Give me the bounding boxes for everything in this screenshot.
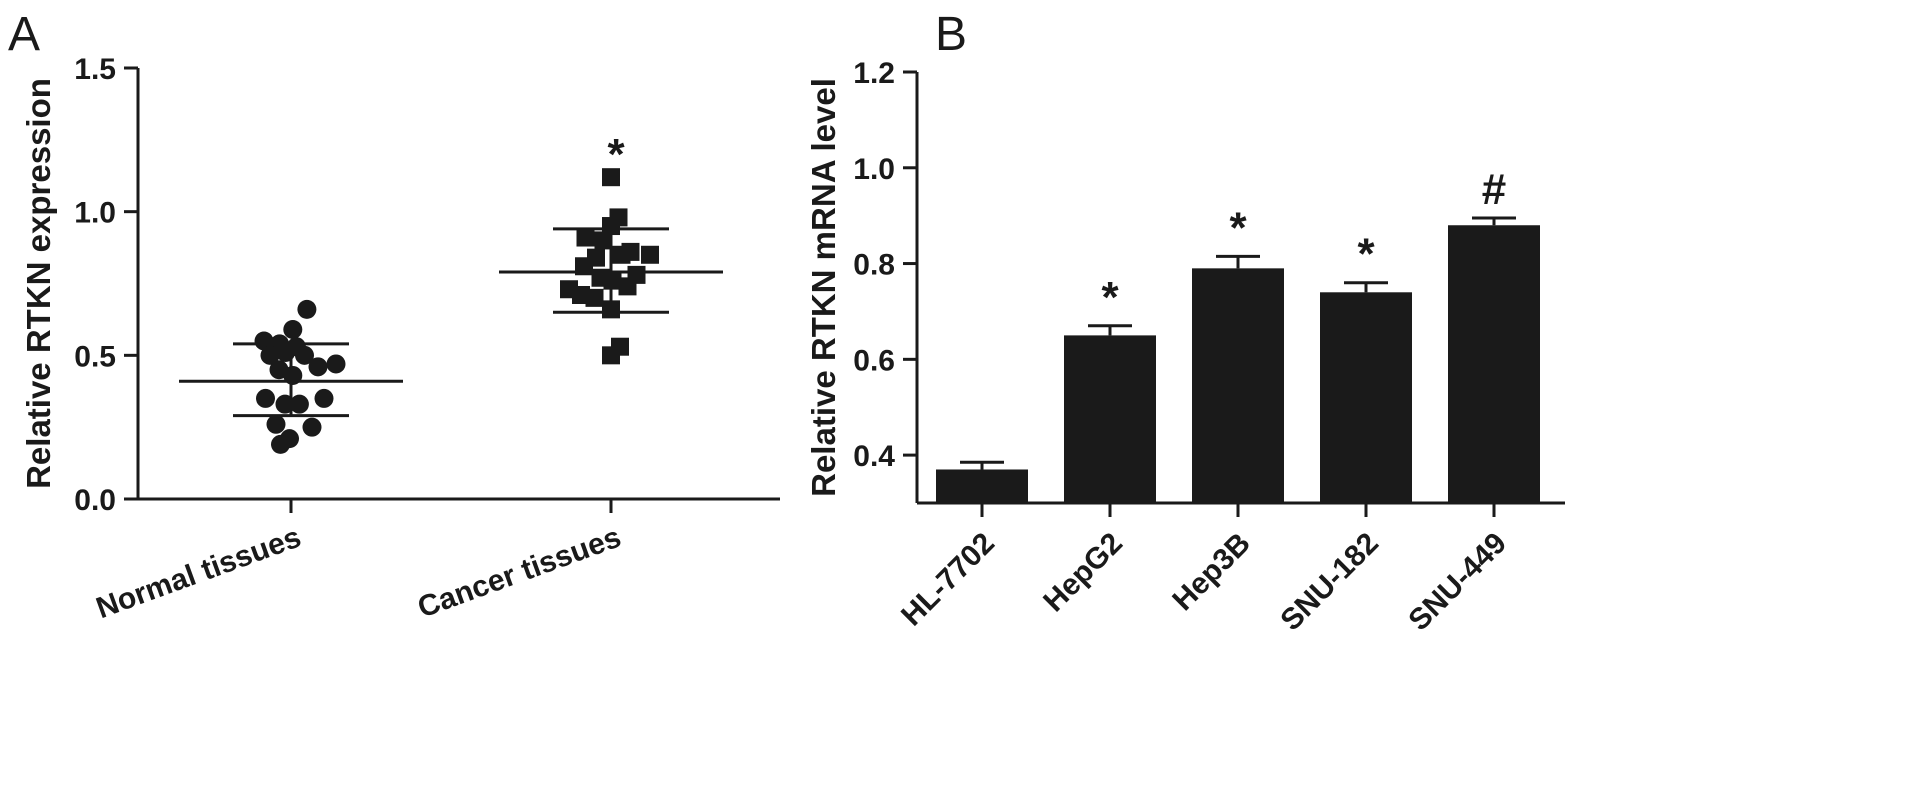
x-tick-label: Hep3B: [1166, 527, 1257, 618]
data-point: [314, 388, 334, 408]
y-tick-label: 0.4: [853, 440, 895, 473]
data-point: [254, 331, 274, 351]
y-axis-title: Relative RTKN mRNA level: [805, 78, 842, 497]
y-tick-label: 1.0: [853, 153, 895, 186]
data-point: [256, 388, 275, 408]
data-point: [602, 300, 620, 319]
data-point: [283, 365, 303, 385]
data-point: [276, 342, 296, 362]
data-point: [618, 277, 637, 296]
panel-a-scatter: 0.0 0.5 1.0 1.5 Normal tissues Cancer tissues…: [20, 53, 780, 625]
y-tick-label: 0.8: [853, 249, 895, 282]
data-point: [297, 299, 317, 319]
bar: [1192, 268, 1284, 503]
bar: [1320, 292, 1412, 503]
data-point: [295, 345, 314, 365]
x-tick-label: SNU-449: [1402, 527, 1513, 638]
bar: [1064, 335, 1156, 503]
significance-marker: *: [1357, 230, 1375, 279]
x-tick-label: HL-7702: [895, 527, 1001, 633]
x-tick-label: Cancer tissues: [414, 521, 626, 625]
data-point: [326, 354, 346, 374]
data-point: [621, 242, 640, 261]
data-point: [302, 417, 322, 437]
data-point: [266, 414, 286, 434]
bar: [1448, 225, 1540, 503]
data-point: [283, 319, 303, 339]
data-point: [594, 231, 613, 250]
data-point: [289, 394, 309, 414]
significance-marker: #: [1482, 165, 1506, 214]
data-point: [602, 217, 620, 236]
panel-label-b: B: [935, 8, 967, 61]
significance-marker: *: [1101, 273, 1119, 322]
data-point: [576, 228, 595, 247]
y-tick-label: 0.0: [74, 484, 116, 517]
panel-b-bar: HL-7702 * HepG2 * Hep3B * SNU-182 # SNU-449 0.4 0.…: [805, 57, 1565, 637]
data-point: [587, 248, 605, 267]
data-point: [603, 271, 622, 290]
x-tick-label: SNU-182: [1274, 527, 1385, 638]
data-point: [271, 434, 290, 454]
y-tick-label: 0.6: [853, 344, 895, 377]
data-point: [602, 346, 620, 365]
data-point: [308, 357, 328, 377]
y-tick-label: 0.5: [74, 340, 116, 373]
x-tick-label: HepG2: [1037, 527, 1129, 619]
y-axis-title: Relative RTKN expression: [20, 78, 57, 489]
x-tick-label: Normal tissues: [92, 521, 305, 626]
y-tick-label: 1.2: [853, 57, 895, 90]
data-point: [641, 245, 659, 264]
significance-marker: *: [607, 130, 625, 179]
y-tick-label: 1.5: [74, 53, 116, 86]
panel-label-a: A: [8, 8, 40, 61]
data-point: [602, 168, 620, 187]
data-point: [275, 394, 295, 414]
data-point: [260, 345, 280, 365]
significance-marker: *: [1229, 203, 1247, 252]
y-tick-label: 1.0: [74, 197, 116, 230]
data-point: [585, 288, 604, 307]
bar: [936, 469, 1028, 503]
